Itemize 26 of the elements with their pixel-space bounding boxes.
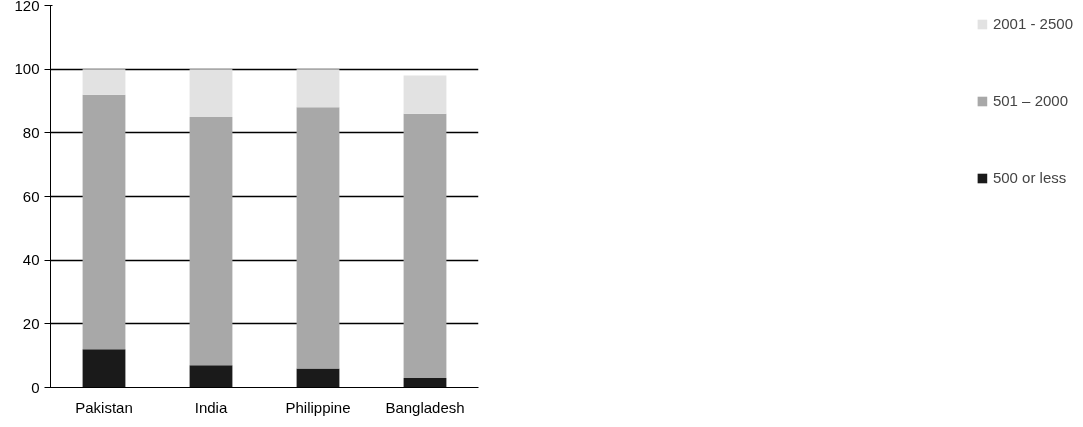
x-tick-label: Pakistan — [75, 398, 133, 416]
bar — [82, 349, 126, 388]
y-tick-label: 120 — [14, 0, 40, 14]
bar — [189, 116, 233, 366]
bar — [189, 69, 233, 117]
x-tick-label: Bangladesh — [385, 398, 465, 416]
legend-label: 2001 - 2500 — [992, 15, 1073, 32]
y-tick-label: 100 — [14, 60, 40, 78]
bar — [403, 377, 447, 388]
x-tick-label: India — [194, 398, 228, 416]
bar — [82, 69, 126, 95]
y-tick-label: 0 — [31, 378, 40, 396]
bar — [403, 75, 447, 114]
x-tick-label: Philippine — [285, 398, 351, 416]
y-tick-label: 20 — [22, 314, 40, 332]
legend-label: 500 or less — [992, 169, 1067, 186]
bar — [296, 69, 340, 108]
bar — [403, 113, 447, 378]
y-tick-label: 60 — [22, 187, 40, 205]
y-tick-label: 40 — [22, 251, 40, 269]
bar — [296, 107, 340, 369]
y-tick-label: 80 — [22, 123, 40, 141]
bar — [296, 368, 340, 388]
bar — [189, 365, 233, 388]
legend-label: 501 – 2000 — [992, 92, 1068, 109]
bar — [82, 94, 126, 350]
